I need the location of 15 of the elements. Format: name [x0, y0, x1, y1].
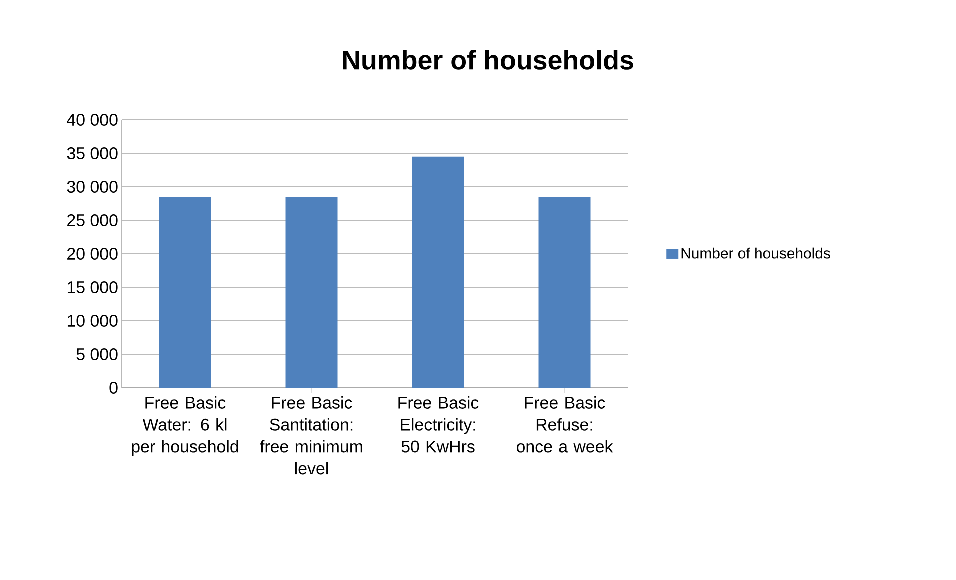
- chart-title: Number of households: [343, 50, 634, 70]
- x-tick-label: Free Basic Water: 6 kl per household: [132, 396, 238, 456]
- y-tick-label: 35 000: [67, 147, 118, 160]
- x-tick-label: Free Basic Santitation: free minimum level: [260, 396, 362, 475]
- y-tick-label: 10 000: [68, 314, 118, 327]
- x-tick-label: Free Basic Electricity: 50 KwHrs: [398, 396, 479, 453]
- y-tick-label: 30 000: [67, 180, 118, 193]
- y-tick-label: 25 000: [68, 214, 118, 226]
- y-tick-label: 20 000: [68, 248, 118, 260]
- legend-label: Number of households: [682, 248, 830, 259]
- y-tick-label: 15 000: [68, 281, 118, 294]
- y-tick-label: 40 000: [67, 114, 118, 126]
- y-tick-label: 0: [110, 382, 118, 394]
- y-tick-label: 5 000: [76, 348, 118, 360]
- x-tick-label: Free Basic Refuse: once a week: [516, 396, 614, 453]
